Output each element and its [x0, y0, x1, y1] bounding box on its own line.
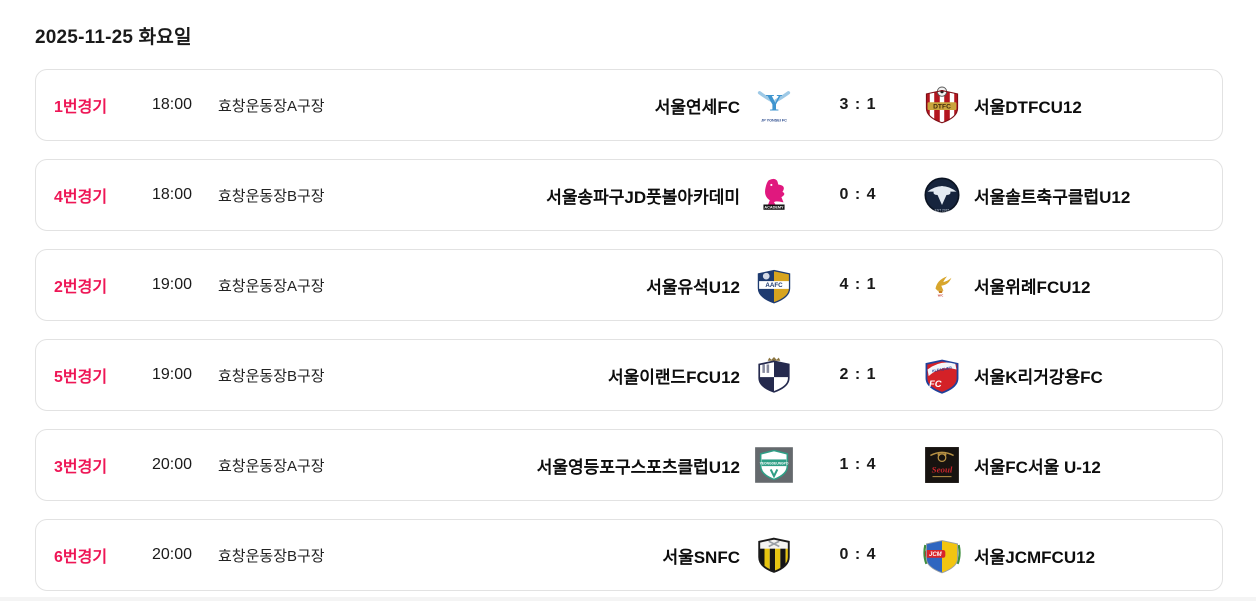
match-number: 3번경기 [54, 459, 108, 476]
away-team-name: 서울솔트축구클럽U12 [974, 187, 1131, 207]
svg-text:JCM: JCM [929, 552, 943, 558]
match-number: 5번경기 [54, 369, 108, 386]
svg-text:Y: Y [766, 91, 783, 117]
svg-text:WFC: WFC [938, 295, 944, 298]
svg-text:EST 2015: EST 2015 [935, 209, 950, 213]
home-team-name: 서울이랜드FCU12 [607, 367, 740, 387]
svg-text:JP YONSEI FC: JP YONSEI FC [761, 119, 787, 123]
match-time: 19:00 [152, 366, 193, 383]
away-team-name: 서울FC서울 U-12 [974, 457, 1101, 477]
yeongdeungpo-sc-logo: YEONGDEUNGPO [744, 443, 804, 487]
match-venue: 효창운동장A구장 [218, 457, 325, 475]
svg-text:YEONGDEUNGPO: YEONGDEUNGPO [760, 461, 789, 465]
svg-text:KLEAGUER: KLEAGUER [932, 366, 953, 373]
match-score: 0 : 4 [839, 186, 877, 203]
kleaguer-gangyong-logo: KLEAGUER FC [912, 353, 972, 397]
away-team-name: 서울위례FCU12 [974, 277, 1091, 297]
fc-seoul-logo: Seoul [912, 443, 972, 487]
match-row[interactable]: 2번경기 19:00 효창운동장A구장 서울유석U12 AAFC 4 : 1 W… [35, 249, 1223, 321]
away-team-name: 서울JCMFCU12 [974, 547, 1096, 567]
match-score: 3 : 1 [839, 96, 877, 113]
jcm-fc-logo: JCM [912, 533, 972, 577]
page-bottom-divider [0, 597, 1256, 601]
dtfc-logo: DTFC [912, 83, 972, 127]
match-number: 1번경기 [54, 99, 108, 116]
match-number: 4번경기 [54, 189, 108, 206]
yonsei-fc-logo: Y JP YONSEI FC [744, 83, 804, 127]
match-row[interactable]: 3번경기 20:00 효창운동장A구장 서울영등포구스포츠클럽U12 YEONG… [35, 429, 1223, 501]
home-team-name: 서울영등포구스포츠클럽U12 [536, 457, 740, 477]
match-row[interactable]: 6번경기 20:00 효창운동장B구장 서울SNFC 0 : 4 JCM [35, 519, 1223, 591]
home-team-name: 서울유석U12 [646, 277, 740, 297]
home-team-name: 서울연세FC [654, 97, 740, 117]
match-venue: 효창운동장B구장 [218, 547, 325, 565]
seoul-solt-logo: EST 2015 [912, 173, 972, 217]
svg-text:DTFC: DTFC [933, 103, 951, 110]
match-number: 6번경기 [54, 549, 108, 566]
away-team-name: 서울DTFCU12 [974, 97, 1082, 117]
match-time: 20:00 [152, 546, 193, 563]
match-number: 2번경기 [54, 279, 108, 296]
match-score: 0 : 4 [839, 546, 877, 563]
svg-text:Seoul: Seoul [932, 464, 953, 474]
home-team-name: 서울SNFC [662, 547, 740, 567]
match-venue: 효창운동장A구장 [218, 277, 325, 295]
away-team-name: 서울K리거강용FC [974, 367, 1103, 387]
wirye-fc-logo: WFC [912, 263, 972, 307]
match-score: 1 : 4 [839, 456, 877, 473]
match-venue: 효창운동장B구장 [218, 187, 325, 205]
match-time: 19:00 [152, 276, 193, 293]
snfc-logo [744, 533, 804, 577]
match-venue: 효창운동장B구장 [218, 367, 325, 385]
page-title: 2025-11-25 화요일 [35, 27, 192, 48]
home-team-name: 서울송파구JD풋볼아카데미 [546, 187, 740, 207]
jd-academy-logo: ACADEMY [744, 173, 804, 217]
match-row[interactable]: 5번경기 19:00 효창운동장B구장 서울이랜드FCU12 2 : 1 KLE… [35, 339, 1223, 411]
svg-text:ACADEMY: ACADEMY [764, 206, 784, 210]
match-list: 1번경기 18:00 효창운동장A구장 서울연세FC Y JP YONSEI F… [35, 69, 1224, 591]
eland-fc-logo [744, 353, 804, 397]
aafc-yuseok-logo: AAFC [744, 263, 804, 307]
match-score: 4 : 1 [839, 276, 877, 293]
match-time: 20:00 [152, 456, 193, 473]
match-time: 18:00 [152, 96, 193, 113]
svg-text:AAFC: AAFC [765, 282, 783, 289]
match-score: 2 : 1 [839, 366, 877, 383]
match-row[interactable]: 1번경기 18:00 효창운동장A구장 서울연세FC Y JP YONSEI F… [35, 69, 1223, 141]
match-venue: 효창운동장A구장 [218, 97, 325, 115]
match-time: 18:00 [152, 186, 193, 203]
svg-text:FC: FC [929, 379, 942, 390]
match-row[interactable]: 4번경기 18:00 효창운동장B구장 서울송파구JD풋볼아카데미 ACADEM… [35, 159, 1223, 231]
